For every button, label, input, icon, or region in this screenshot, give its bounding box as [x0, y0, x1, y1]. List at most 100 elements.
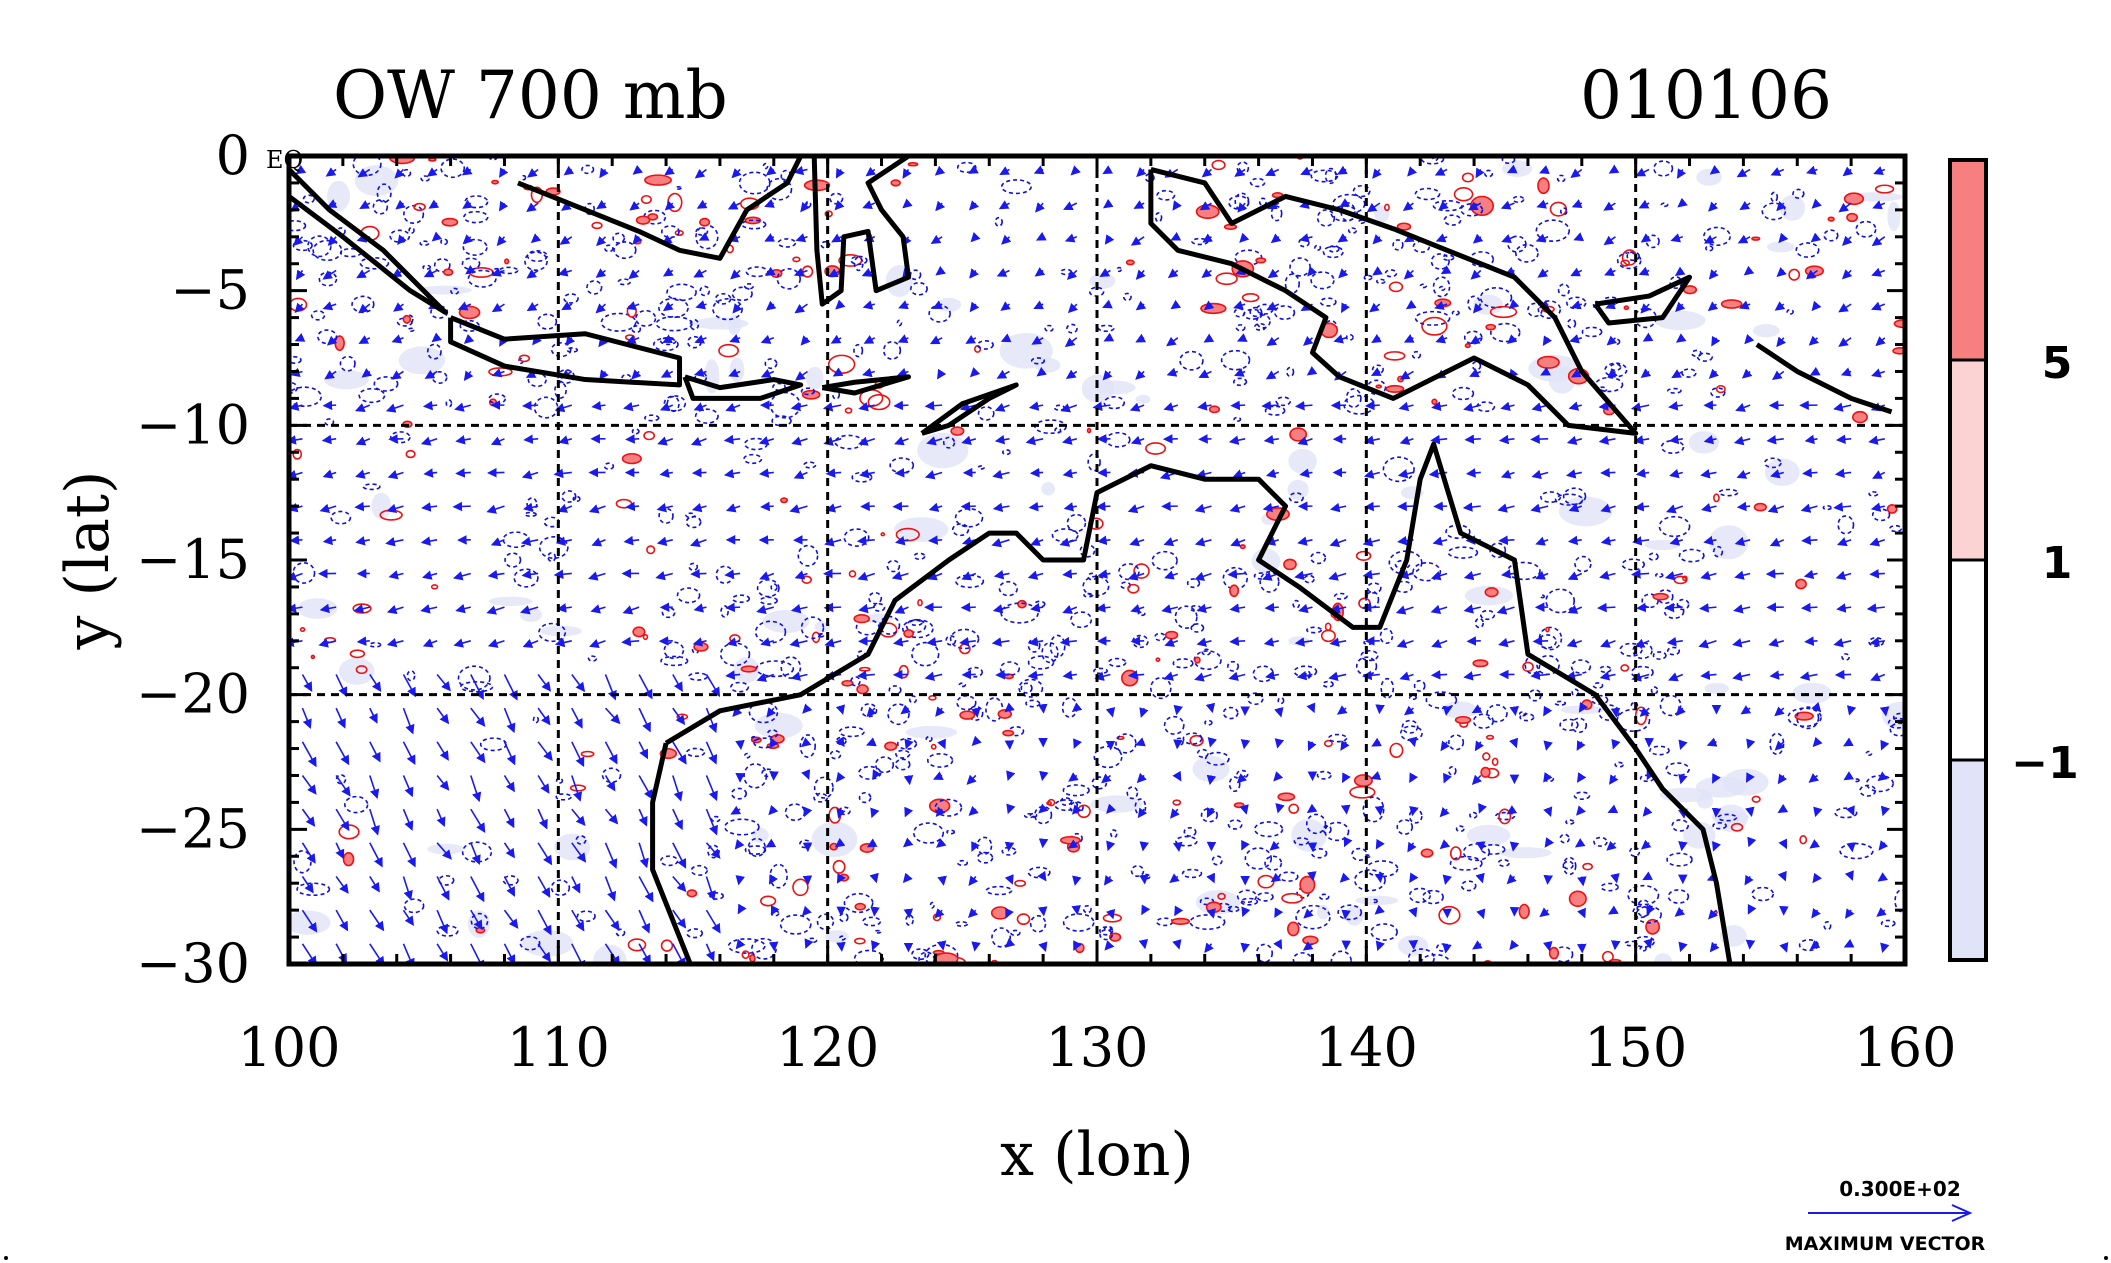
wind-vector: [638, 741, 649, 760]
positive-contour: [1353, 774, 1373, 787]
positive-contour: [1211, 159, 1226, 171]
negative-contour: [1034, 600, 1046, 608]
wind-vector: [1341, 909, 1351, 920]
negative-contour: [820, 240, 831, 249]
positive-contour: [1715, 384, 1726, 394]
wind-vector: [1430, 670, 1448, 680]
negative-contour: [1665, 762, 1690, 777]
wind-vector: [463, 370, 474, 382]
negative-contour: [1483, 169, 1494, 178]
negative-contour: [1480, 843, 1506, 855]
wind-vector: [1879, 706, 1890, 717]
positive-contour: [907, 161, 919, 167]
negative-contour: [1823, 920, 1832, 931]
wind-vector: [638, 808, 648, 827]
positive-contour: [632, 626, 646, 638]
negative-contour: [1314, 244, 1322, 251]
wind-vector: [463, 333, 475, 344]
wind-vector: [386, 604, 404, 615]
negative-contour: [621, 373, 632, 384]
negative-contour: [359, 256, 390, 270]
wind-vector: [705, 842, 721, 859]
positive-contour: [741, 950, 750, 960]
negative-contour: [1616, 251, 1642, 270]
negative-contour: [1082, 904, 1092, 914]
negative-shade-patch: [1558, 496, 1613, 527]
wind-vector: [623, 535, 640, 546]
negative-contour: [1144, 173, 1155, 183]
negative-contour: [1567, 318, 1577, 329]
negative-contour: [575, 835, 587, 845]
wind-vector: [655, 570, 674, 581]
negative-contour: [957, 859, 969, 867]
negative-contour: [858, 791, 872, 804]
negative-contour: [770, 583, 778, 592]
negative-contour: [440, 238, 448, 246]
wind-vector: [357, 168, 371, 178]
wind-vector: [599, 167, 609, 179]
negative-contour: [1172, 658, 1194, 669]
wind-vector: [301, 774, 317, 795]
negative-contour: [1839, 842, 1874, 860]
negative-shade-patch: [1792, 682, 1832, 704]
positive-contour: [1324, 622, 1332, 632]
negative-contour: [296, 882, 331, 897]
negative-contour: [1479, 287, 1513, 309]
positive-contour: [569, 784, 587, 792]
negative-shade-patch: [324, 370, 369, 390]
wind-vector: [638, 707, 651, 733]
wind-vector: [462, 234, 473, 245]
negative-contour: [1154, 212, 1163, 223]
negative-contour: [661, 606, 676, 619]
negative-contour: [686, 928, 704, 939]
negative-contour: [1253, 821, 1284, 838]
negative-contour: [731, 594, 751, 604]
wind-vector: [632, 164, 644, 175]
negative-contour: [1255, 314, 1271, 329]
negative-contour: [1275, 396, 1292, 407]
wind-vector: [604, 909, 620, 931]
wind-vector: [465, 264, 476, 275]
negative-contour: [694, 408, 719, 424]
negative-contour: [604, 244, 614, 253]
positive-contour: [1449, 846, 1462, 861]
negative-contour: [838, 912, 849, 923]
positive-contour: [1484, 587, 1499, 598]
negative-contour: [330, 510, 352, 525]
negative-contour: [750, 735, 758, 742]
wind-vector: [1442, 705, 1453, 716]
negative-contour: [1717, 813, 1738, 822]
negative-contour: [1066, 513, 1087, 533]
wind-vector: [423, 268, 438, 278]
negative-shade-patch: [327, 180, 350, 212]
negative-contour: [689, 318, 700, 331]
negative-contour: [1310, 169, 1339, 183]
negative-contour: [1243, 308, 1263, 320]
negative-shade-patch: [1696, 168, 1722, 186]
positive-contour: [1438, 905, 1461, 925]
wind-vector: [726, 637, 741, 647]
x-tick-label: 100: [237, 1016, 340, 1079]
negative-contour: [289, 220, 307, 232]
negative-contour: [1023, 812, 1035, 819]
positive-contour: [428, 157, 437, 162]
wind-vector: [1374, 872, 1385, 884]
negative-contour: [1565, 819, 1575, 825]
negative-contour: [538, 536, 569, 560]
negative-contour: [289, 386, 323, 407]
wind-vector: [402, 674, 416, 698]
wind-vector: [1275, 803, 1285, 814]
wind-vector: [1597, 602, 1616, 613]
wind-vector: [595, 303, 607, 314]
wind-vector: [662, 334, 674, 344]
negative-contour: [1420, 156, 1445, 165]
wind-vector: [423, 468, 438, 478]
wind-vector: [632, 234, 643, 245]
wind-vector: [892, 501, 909, 512]
vector-legend-value: 0.300E+02: [1839, 1177, 1961, 1201]
positive-contour: [1229, 584, 1240, 598]
negative-contour: [1430, 253, 1450, 270]
negative-contour: [1712, 822, 1727, 830]
positive-contour: [580, 750, 595, 758]
negative-contour: [1837, 515, 1855, 535]
